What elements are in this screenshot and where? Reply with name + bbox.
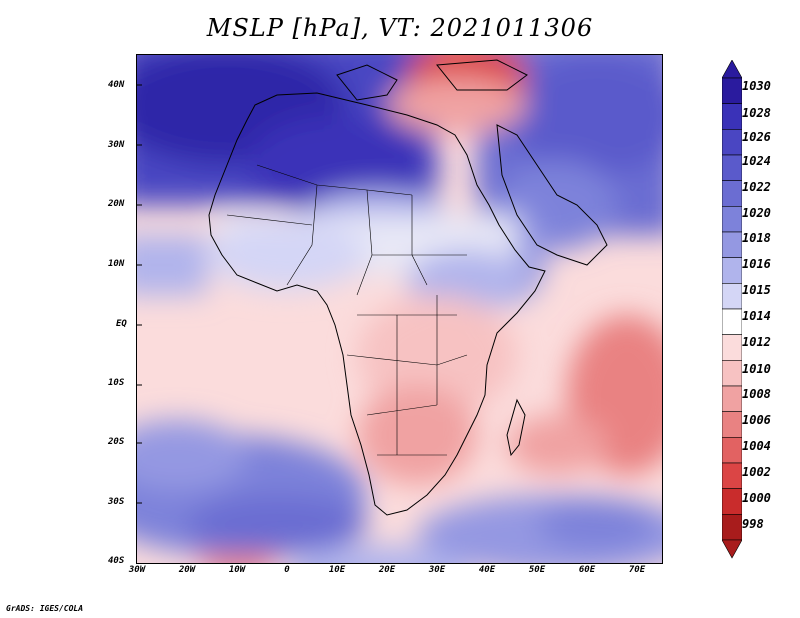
coastlines xyxy=(208,59,608,516)
lat-tick-label: 10S xyxy=(108,378,125,388)
colorbar-segment xyxy=(722,360,742,387)
colorbar-segment xyxy=(722,77,742,104)
colorbar-segment xyxy=(722,180,742,207)
lon-tick-label: 30E xyxy=(428,565,446,575)
colorbar-segment xyxy=(722,283,742,310)
colorbar-label: 1006 xyxy=(742,413,771,427)
colorbar-segment xyxy=(722,103,742,130)
colorbar-label: 998 xyxy=(742,517,764,531)
colorbar-label: 1016 xyxy=(742,257,771,271)
colorbar-label: 1020 xyxy=(742,206,771,220)
lon-tick-label: 30W xyxy=(128,565,146,575)
lon-tick-label: 70E xyxy=(628,565,646,575)
colorbar-segment xyxy=(722,334,742,361)
colorbar-label: 1015 xyxy=(742,283,771,297)
colorbar-segment xyxy=(722,206,742,233)
lon-tick-label: 20E xyxy=(378,565,396,575)
colorbar-segment xyxy=(722,308,742,335)
colorbar-segment xyxy=(722,462,742,489)
colorbar-label: 1026 xyxy=(742,130,771,144)
lat-tick-label: 20S xyxy=(108,437,125,447)
colorbar-label: 1002 xyxy=(742,465,771,479)
lat-tick-label: EQ xyxy=(116,319,127,329)
colorbar-label: 1012 xyxy=(742,335,771,349)
lon-tick-label: 0 xyxy=(284,565,290,575)
lon-tick-label: 60E xyxy=(578,565,596,575)
colorbar xyxy=(722,60,742,559)
lon-tick-label: 40E xyxy=(478,565,496,575)
colorbar-label: 1010 xyxy=(742,362,771,376)
colorbar-segment xyxy=(722,231,742,258)
colorbar-label: 1030 xyxy=(742,79,771,93)
pressure-field xyxy=(137,55,662,563)
colorbar-segment xyxy=(722,385,742,412)
mslp-map xyxy=(136,54,663,564)
colorbar-segment xyxy=(722,129,742,156)
colorbar-label: 1008 xyxy=(742,387,771,401)
country-borders xyxy=(226,164,468,456)
lat-tick-label: 20N xyxy=(108,199,125,209)
lat-tick-label: 30S xyxy=(108,497,125,507)
colorbar-label: 1018 xyxy=(742,231,771,245)
map-title: MSLP [hPa], VT: 2021011306 xyxy=(206,14,594,42)
lat-tick-label: 40S xyxy=(108,556,125,566)
credit-label: GrADS: IGES/COLA xyxy=(6,604,84,613)
lat-gridline-ticks xyxy=(137,84,142,504)
colorbar-label: 1028 xyxy=(742,106,771,120)
lon-tick-label: 10E xyxy=(328,565,346,575)
colorbar-segment xyxy=(722,488,742,515)
lat-tick-label: 10N xyxy=(108,259,125,269)
colorbar-segment xyxy=(722,437,742,464)
lon-tick-label: 20W xyxy=(178,565,196,575)
colorbar-label: 1022 xyxy=(742,180,771,194)
colorbar-label: 1024 xyxy=(742,154,771,168)
lon-tick-label: 50E xyxy=(528,565,546,575)
colorbar-label: 1004 xyxy=(742,439,771,453)
colorbar-segment xyxy=(722,514,742,541)
colorbar-top-arrow xyxy=(722,60,742,79)
colorbar-label: 1000 xyxy=(742,491,771,505)
colorbar-segment xyxy=(722,154,742,181)
colorbar-segment xyxy=(722,257,742,284)
colorbar-label: 1014 xyxy=(742,309,771,323)
lon-tick-label: 10W xyxy=(228,565,246,575)
colorbar-segment xyxy=(722,411,742,438)
lat-tick-label: 40N xyxy=(108,80,125,90)
lat-tick-label: 30N xyxy=(108,140,125,150)
colorbar-bottom-arrow xyxy=(722,539,742,559)
